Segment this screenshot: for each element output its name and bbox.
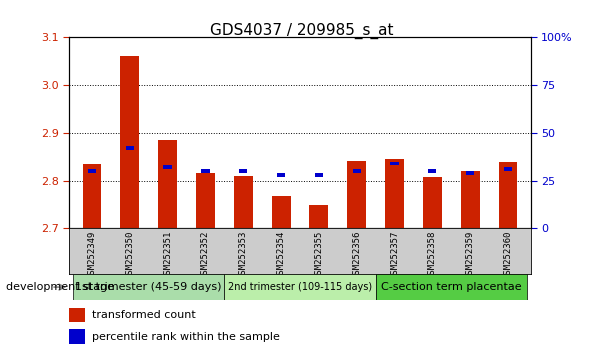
Bar [73,274,224,300]
Bar [309,205,329,228]
Text: GSM252351: GSM252351 [163,231,172,279]
Bar [466,171,475,175]
Bar [461,171,479,228]
Bar [196,173,215,228]
Bar [234,176,253,228]
Text: development stage: development stage [6,282,114,292]
Bar [390,162,399,165]
Bar [224,274,376,300]
Text: C-section term placentae: C-section term placentae [381,282,522,292]
Text: GSM252349: GSM252349 [87,231,96,279]
Bar [271,196,291,228]
Bar [125,146,134,150]
Text: GSM252358: GSM252358 [428,231,437,279]
Bar [499,162,517,228]
Text: GSM252356: GSM252356 [352,231,361,279]
Bar [163,165,172,169]
Bar [239,169,247,173]
Text: GSM252357: GSM252357 [390,231,399,279]
Text: GSM252360: GSM252360 [504,231,513,279]
Text: GSM252355: GSM252355 [314,231,323,279]
Bar [385,159,404,228]
Text: GDS4037 / 209985_s_at: GDS4037 / 209985_s_at [210,23,393,39]
Bar [69,329,86,344]
Bar [83,164,101,228]
Bar [353,169,361,173]
Bar [201,169,210,173]
Text: GSM252359: GSM252359 [466,231,475,279]
Bar [158,140,177,228]
Text: percentile rank within the sample: percentile rank within the sample [92,331,280,342]
Text: GSM252353: GSM252353 [239,231,248,279]
Bar [423,177,442,228]
Bar [69,308,86,322]
Bar [277,173,285,177]
Bar [121,56,139,228]
Text: transformed count: transformed count [92,310,196,320]
Text: 2nd trimester (109-115 days): 2nd trimester (109-115 days) [228,282,372,292]
Bar [88,169,96,173]
Bar [428,169,437,173]
Text: 1st trimester (45-59 days): 1st trimester (45-59 days) [75,282,222,292]
Text: GSM252354: GSM252354 [277,231,286,279]
Text: GSM252352: GSM252352 [201,231,210,279]
Bar [347,161,366,228]
Text: GSM252350: GSM252350 [125,231,134,279]
Bar [315,173,323,177]
Bar [376,274,527,300]
Bar [504,167,512,171]
